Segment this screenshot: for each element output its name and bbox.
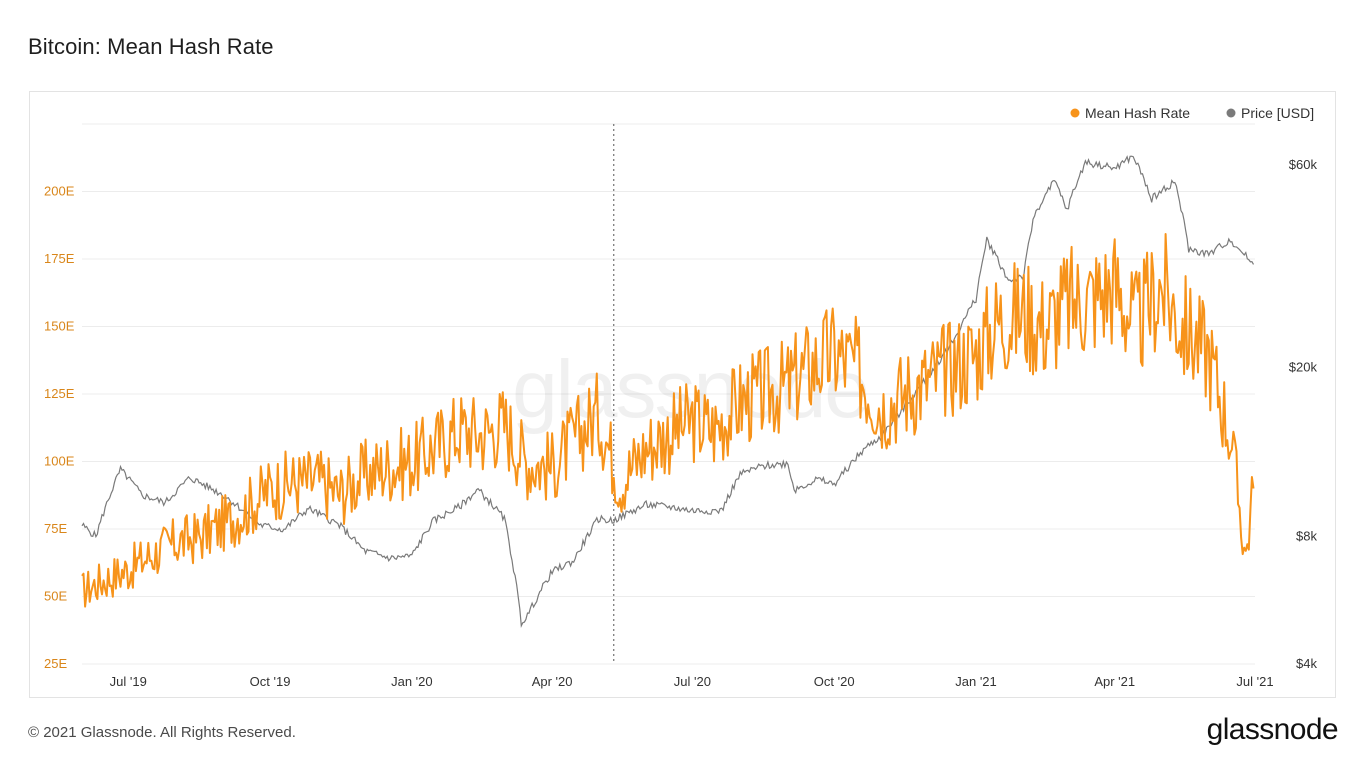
x-tick-label: Jan '20 [391,674,433,689]
y-left-tick-label: 25E [44,656,67,671]
legend-label-hash-rate: Mean Hash Rate [1085,105,1190,121]
x-tick-label: Jan '21 [955,674,997,689]
y-right-tick-label: $8k [1296,528,1317,543]
y-left-tick-label: 150E [44,319,75,334]
y-left-tick-label: 125E [44,386,75,401]
x-tick-label: Jul '19 [110,674,147,689]
y-left-tick-label: 200E [44,184,75,199]
y-left-tick-label: 50E [44,589,67,604]
legend-dot-price [1226,108,1236,118]
left-axis-ticks: 25E 50E 75E 100E 125E 150E 175E 200E [44,184,75,672]
y-right-tick-label: $60k [1289,157,1318,172]
legend-label-price: Price [USD] [1241,105,1314,121]
legend-item-price[interactable]: Price [USD] [1226,105,1315,121]
y-left-tick-label: 175E [44,251,75,266]
glassnode-logo[interactable]: glassnode [1206,713,1339,746]
x-tick-label: Apr '21 [1094,674,1135,689]
y-right-tick-label: $20k [1289,360,1318,375]
x-axis-ticks: Jul '19 Oct '19 Jan '20 Apr '20 Jul '20 Oct '… [110,674,1274,689]
x-tick-label: Oct '19 [250,674,291,689]
x-tick-label: Jul '20 [674,674,711,689]
legend-dot-hash-rate [1070,108,1080,118]
chart-card: glassnode 25E 50E 75E 100E 125E 150E 175E 200E … [29,91,1336,698]
y-right-tick-label: $4k [1296,656,1317,671]
hash-rate-series-line[interactable] [81,233,1255,608]
legend-item-hash-rate[interactable]: Mean Hash Rate [1070,105,1191,121]
price-series-line[interactable] [81,155,1255,629]
grid-lines [82,123,1255,665]
legend[interactable]: Mean Hash Rate Price [USD] [1070,105,1315,121]
right-axis-ticks: $4k $8k $20k $60k [1289,157,1318,671]
y-left-tick-label: 75E [44,521,67,536]
y-left-tick-label: 100E [44,454,75,469]
x-tick-label: Apr '20 [532,674,573,689]
hash-rate-chart[interactable]: glassnode 25E50E75E100E125E150E175E200E … [30,92,1337,699]
x-tick-label: Oct '20 [814,674,855,689]
x-tick-label: Jul '21 [1236,674,1273,689]
copyright-text: © 2021 Glassnode. All Rights Reserved. [28,724,296,741]
page-title: Bitcoin: Mean Hash Rate [28,34,274,59]
